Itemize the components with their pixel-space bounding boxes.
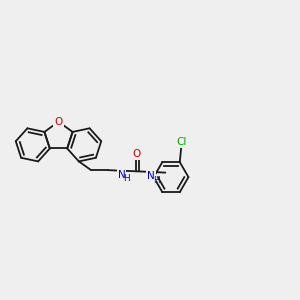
Text: H: H <box>153 176 160 184</box>
Text: N: N <box>118 170 125 180</box>
Text: Cl: Cl <box>176 137 187 147</box>
Text: H: H <box>124 174 130 183</box>
Text: O: O <box>132 149 140 159</box>
Text: O: O <box>54 117 63 127</box>
Text: N: N <box>147 171 155 181</box>
